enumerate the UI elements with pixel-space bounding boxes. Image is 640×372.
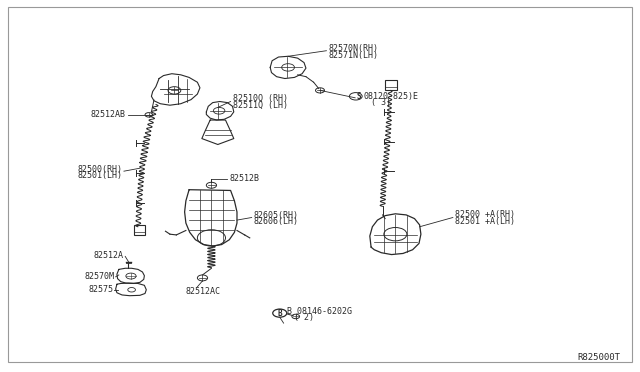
Text: ( 2): ( 2) bbox=[294, 313, 314, 322]
Text: S: S bbox=[357, 92, 362, 101]
Text: 08120-825)E: 08120-825)E bbox=[364, 92, 419, 101]
Text: 82570M: 82570M bbox=[84, 272, 115, 281]
Text: 82605(RH): 82605(RH) bbox=[253, 211, 299, 220]
Text: 82512A: 82512A bbox=[94, 251, 124, 260]
Text: 82575: 82575 bbox=[88, 285, 113, 294]
Text: 82571N(LH): 82571N(LH) bbox=[328, 51, 378, 60]
Bar bbox=[385, 80, 397, 90]
Bar bbox=[134, 225, 145, 235]
Text: 82606(LH): 82606(LH) bbox=[253, 218, 299, 227]
Text: 82501(LH): 82501(LH) bbox=[77, 171, 122, 180]
Text: 82570N(RH): 82570N(RH) bbox=[328, 44, 378, 53]
Text: 82501 +A(LH): 82501 +A(LH) bbox=[455, 217, 515, 226]
Text: 82512B: 82512B bbox=[229, 174, 259, 183]
Text: 82511Q (LH): 82511Q (LH) bbox=[232, 101, 287, 110]
Text: 82512AB: 82512AB bbox=[90, 110, 125, 119]
Text: 82500(RH): 82500(RH) bbox=[77, 165, 122, 174]
Text: ( 3): ( 3) bbox=[371, 98, 391, 107]
Text: B: B bbox=[278, 309, 282, 318]
Text: B 08146-6202G: B 08146-6202G bbox=[287, 307, 352, 316]
Text: 82512AC: 82512AC bbox=[186, 287, 221, 296]
Text: 82500 +A(RH): 82500 +A(RH) bbox=[455, 211, 515, 219]
Text: 82510Q (RH): 82510Q (RH) bbox=[232, 94, 287, 103]
Text: R825000T: R825000T bbox=[577, 353, 620, 362]
